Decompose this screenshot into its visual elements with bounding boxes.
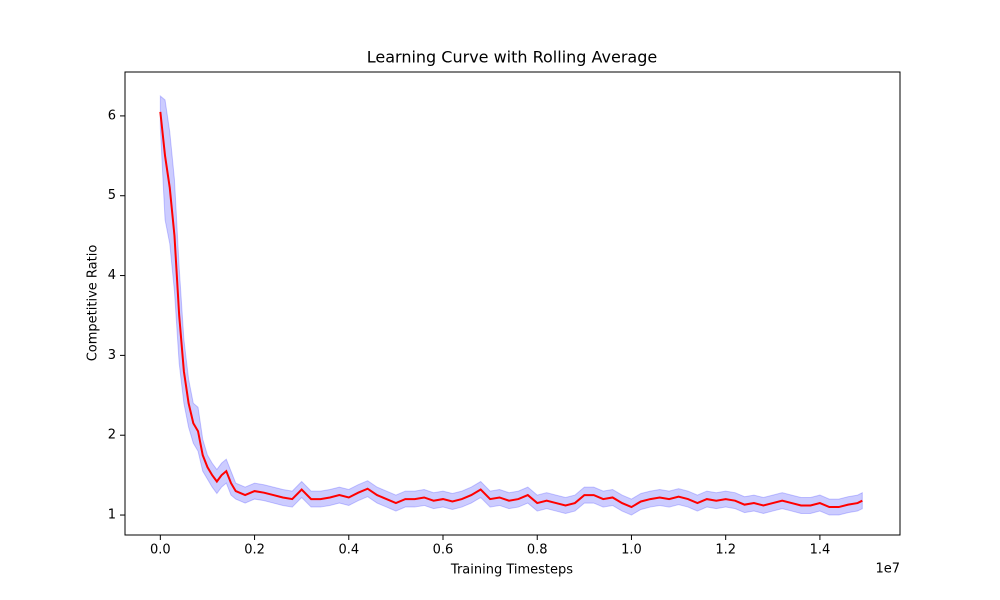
x-tick-label: 0.8 <box>527 543 548 558</box>
x-tick-label: 1.0 <box>621 543 642 558</box>
x-tick-label: 1.2 <box>715 543 736 558</box>
line <box>159 111 863 509</box>
chart-title: Learning Curve with Rolling Average <box>367 48 657 67</box>
plot-frame <box>124 71 901 536</box>
y-tick-label: 5 <box>108 188 116 203</box>
x-tick-label: 0.2 <box>244 543 265 558</box>
y-axis-label: Competitive Ratio <box>86 245 101 362</box>
y-tick-label: 4 <box>108 268 116 283</box>
x-tick-label: 0.6 <box>433 543 454 558</box>
x-tick-label: 0.4 <box>338 543 359 558</box>
x-tick-label: 0.0 <box>150 543 171 558</box>
x-tick-label: 1.4 <box>810 543 831 558</box>
x-axis-label: Training Timesteps <box>450 563 573 578</box>
y-tick-label: 2 <box>108 428 116 443</box>
y-tick-label: 1 <box>108 508 116 523</box>
x-offset-label: 1e7 <box>875 562 900 577</box>
y-tick-label: 3 <box>108 348 116 363</box>
band <box>159 94 863 516</box>
y-tick-label: 6 <box>108 108 116 123</box>
